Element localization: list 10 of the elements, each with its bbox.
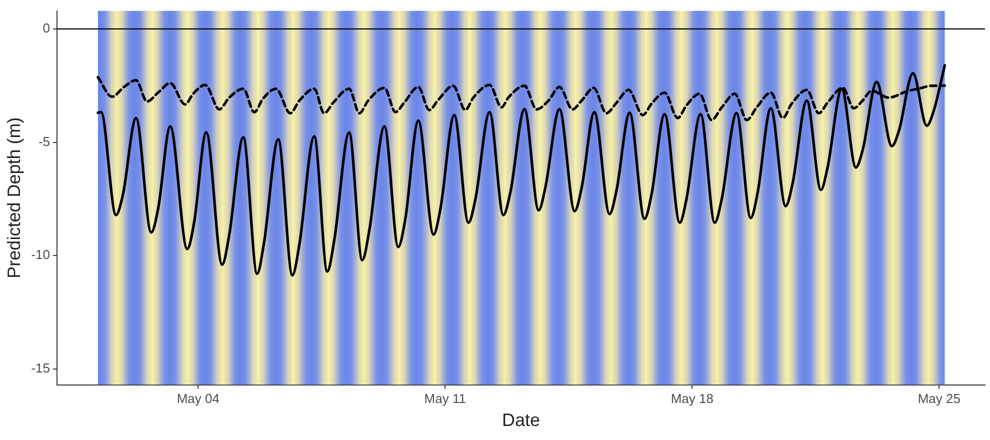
x-tick-label: May 04 bbox=[176, 391, 220, 406]
x-axis-title: Date bbox=[502, 410, 540, 430]
x-tick-label: May 25 bbox=[918, 391, 960, 406]
y-axis-title: Predicted Depth (m) bbox=[4, 117, 24, 278]
y-tick-label: -5 bbox=[38, 134, 50, 149]
x-tick-label: May 11 bbox=[424, 391, 466, 406]
y-tick-label: -10 bbox=[31, 247, 50, 262]
y-tick-label: -15 bbox=[31, 360, 50, 376]
x-tick-label: May 18 bbox=[670, 391, 714, 406]
y-tick-label: 0 bbox=[42, 20, 50, 36]
